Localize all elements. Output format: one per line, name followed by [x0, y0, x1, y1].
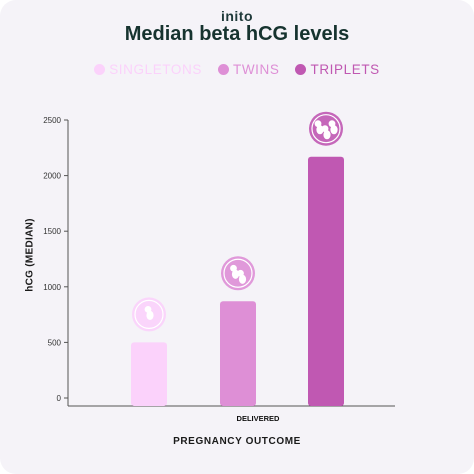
- bar-twins: [220, 301, 256, 406]
- legend-item-triplets: TRIPLETS: [295, 62, 379, 77]
- bar-singletons: [131, 342, 167, 406]
- single-fetus-icon: [132, 297, 166, 332]
- legend-item-twins: TWINS: [217, 62, 280, 77]
- legend-label-twins: TWINS: [232, 62, 280, 77]
- x-tick-label: DELIVERED: [237, 414, 281, 423]
- legend-swatch-triplets: [295, 64, 307, 75]
- legend-label-singletons: SINGLETONS: [109, 62, 202, 77]
- legend-swatch-twins: [217, 64, 229, 75]
- bar-triplets: [308, 156, 344, 406]
- legend: SINGLETONS TWINS TRIPLETS: [0, 62, 474, 77]
- chart-title: Median beta hCG levels: [124, 23, 350, 45]
- brand-logo: inito: [220, 8, 254, 24]
- y-tick-label: 1000: [43, 283, 61, 292]
- twin-fetus-icon: [221, 256, 255, 291]
- legend-swatch-singletons: [94, 64, 106, 75]
- y-tick-label: 500: [48, 338, 62, 347]
- triplet-fetus-icon: [309, 111, 343, 146]
- y-tick-label: 2500: [43, 116, 61, 125]
- y-tick-label: 0: [57, 394, 62, 403]
- y-tick-label: 2000: [43, 172, 61, 181]
- y-tick-label: 1500: [43, 227, 61, 236]
- legend-item-singletons: SINGLETONS: [94, 62, 202, 77]
- x-axis-label: PREGNANCY OUTCOME: [173, 436, 301, 447]
- legend-label-triplets: TRIPLETS: [310, 62, 380, 77]
